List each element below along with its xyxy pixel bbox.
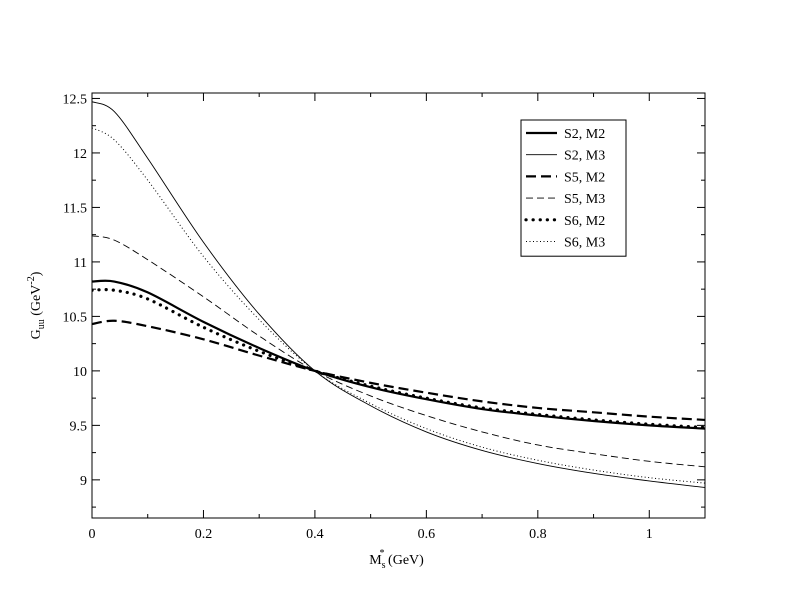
legend-box <box>520 119 627 257</box>
y-tick-label: 10 <box>73 365 87 380</box>
legend: S2, M2 S2, M3 S5, M2 S5, M3 S6, M2 S6, M3 <box>520 119 627 257</box>
y-axis-label: Guu (GeV-2) <box>26 271 47 339</box>
y-tick-label: 9 <box>80 474 87 489</box>
legend-entry: S2, M2 <box>564 127 605 142</box>
series-layer <box>92 101 705 488</box>
x-tick-label: 0.8 <box>529 527 547 542</box>
legend-entry: S5, M3 <box>564 192 605 207</box>
y-tick-label: 9.5 <box>70 419 88 434</box>
series-line-3 <box>92 319 705 422</box>
y-tick-label: 12.5 <box>63 92 88 107</box>
x-tick-label: 0 <box>89 527 96 542</box>
x-axis-label: Ms* (GeV) <box>369 548 424 571</box>
y-tick-label: 12 <box>73 147 87 162</box>
y-tick-label: 10.5 <box>63 310 88 325</box>
axes-layer: 0 0.2 0.4 0.6 0.8 1 9 9.5 10 10.5 11 11.5 12 12.5 <box>63 92 706 542</box>
x-tick-label: 0.4 <box>306 527 324 542</box>
x-tick-label: 0.6 <box>418 527 436 542</box>
x-tick-label: 0.2 <box>195 527 213 542</box>
legend-entry: S6, M2 <box>564 214 605 229</box>
series-line-5 <box>92 288 705 430</box>
y-tick-label: 11 <box>74 256 87 271</box>
plot-frame <box>91 92 706 519</box>
legend-entry: S2, M3 <box>564 149 605 164</box>
series-line-6 <box>92 127 705 484</box>
x-tick-label: 1 <box>646 527 653 542</box>
series-line-2 <box>92 101 705 488</box>
legend-entry: S6, M3 <box>564 236 605 251</box>
series-line-4 <box>92 235 705 468</box>
y-tick-label: 11.5 <box>63 201 87 216</box>
legend-entry: S5, M2 <box>564 170 605 185</box>
